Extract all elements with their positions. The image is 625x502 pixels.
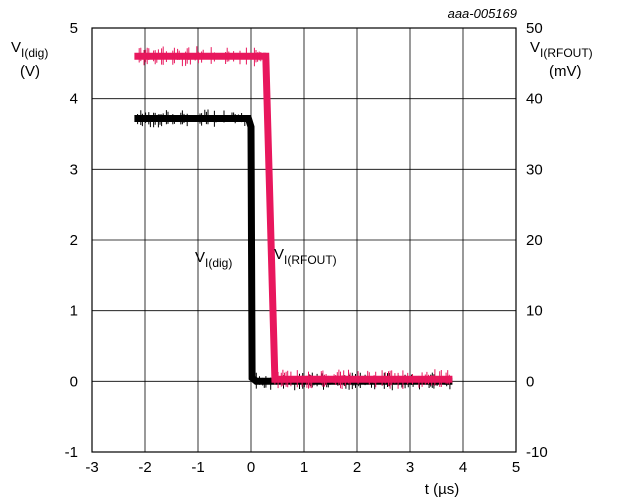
series-line [134, 52, 453, 383]
series-vrfout [134, 46, 453, 389]
x-tick-label: 1 [300, 459, 308, 476]
plot-frame [91, 27, 517, 453]
series-vdig [134, 109, 453, 391]
series-noise [138, 46, 450, 389]
y-right-tick-label: -10 [526, 444, 548, 461]
x-tick-label: 3 [406, 459, 414, 476]
y-left-tick-label: 0 [70, 373, 78, 390]
x-tick-label: 0 [247, 459, 255, 476]
y-left-label: VI(dig) [11, 39, 48, 60]
x-tick-label: 5 [512, 459, 520, 476]
series-line [134, 115, 453, 385]
y-right-tick-label: 20 [526, 232, 543, 249]
traces [134, 46, 453, 391]
x-tick-label: -2 [138, 459, 151, 476]
ref-code: aaa-005169 [448, 6, 517, 21]
y-left-tick-label: 3 [70, 161, 78, 178]
y-right-tick-label: 10 [526, 303, 543, 320]
y-right-tick-label: 40 [526, 91, 543, 108]
grid [91, 27, 517, 453]
series-label-vdig: VI(dig) [195, 249, 232, 270]
y-left-tick-label: 5 [70, 20, 78, 37]
y-left-tick-label: 1 [70, 303, 78, 320]
y-right-label: VI(RFOUT) [530, 39, 593, 60]
y-right-tick-label: 0 [526, 373, 534, 390]
x-tick-label: 4 [459, 459, 467, 476]
y-right-tick-label: 30 [526, 161, 543, 178]
y-left-tick-label: -1 [65, 444, 78, 461]
x-axis-label: t (µs) [425, 481, 459, 498]
y-left-unit: (V) [20, 63, 40, 80]
y-right-unit: (mV) [549, 63, 582, 80]
series-label-vrfout: VI(RFOUT) [274, 246, 337, 267]
y-right-tick-label: 50 [526, 20, 543, 37]
y-left-tick-label: 2 [70, 232, 78, 249]
x-tick-label: -1 [191, 459, 204, 476]
y-left-tick-label: 4 [70, 91, 78, 108]
x-tick-label: -3 [85, 459, 98, 476]
x-tick-label: 2 [353, 459, 361, 476]
series-noise [137, 109, 451, 391]
